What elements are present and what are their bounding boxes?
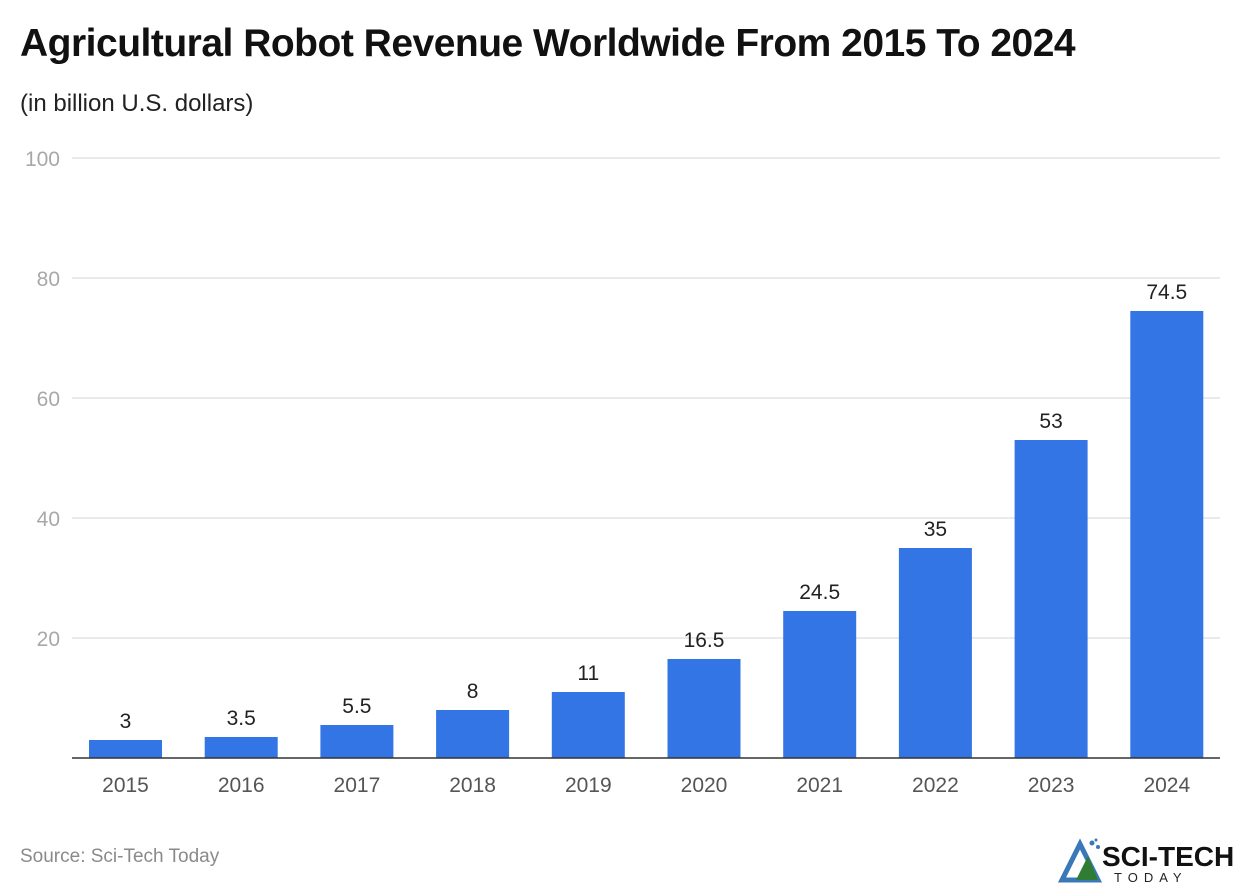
logo-leaf-icon [1076,856,1098,880]
bar [204,737,278,758]
bar [783,611,857,758]
y-tick-label: 40 [37,508,60,531]
data-label: 8 [467,680,479,703]
y-tick-label: 80 [37,268,60,291]
logo-subtext: TODAY [1114,870,1188,884]
data-label: 35 [924,518,947,541]
x-tick-label: 2017 [334,774,381,797]
x-tick-label: 2023 [1028,774,1075,797]
data-label: 74.5 [1146,281,1187,304]
y-tick-label: 20 [37,628,60,651]
bar [551,692,625,758]
bar-chart: 20 40 60 80 100 3 2015 3.5 2016 5.5 2017 8 2018 11 201… [25,148,1220,797]
x-tick-label: 2015 [102,774,149,797]
chart-subtitle: (in billion U.S. dollars) [20,90,254,117]
x-tick-label: 2018 [449,774,496,797]
logo-text: SCI-TECH [1102,841,1233,872]
data-label: 16.5 [684,629,725,652]
bar [436,710,510,758]
bar [89,740,162,758]
x-tick-label: 2020 [681,774,728,797]
sci-tech-today-logo: SCI-TECH TODAY [1058,838,1233,884]
bar [1130,311,1204,758]
data-label: 3 [120,710,132,733]
data-label: 24.5 [799,581,840,604]
x-tick-label: 2022 [912,774,959,797]
x-tick-label: 2016 [218,774,265,797]
data-label: 11 [577,662,599,685]
bar [667,659,741,758]
bar [320,725,394,758]
data-label: 53 [1039,410,1062,433]
y-tick-label: 100 [25,148,60,171]
data-label: 3.5 [227,707,256,730]
x-tick-label: 2019 [565,774,612,797]
bar [898,548,972,758]
x-tick-label: 2021 [796,774,843,797]
bar [1014,440,1088,758]
source-note: Source: Sci-Tech Today [20,846,220,867]
y-tick-label: 60 [37,388,60,411]
chart-title: Agricultural Robot Revenue Worldwide Fro… [20,22,1076,65]
data-label: 5.5 [342,695,371,718]
x-tick-label: 2024 [1143,774,1190,797]
